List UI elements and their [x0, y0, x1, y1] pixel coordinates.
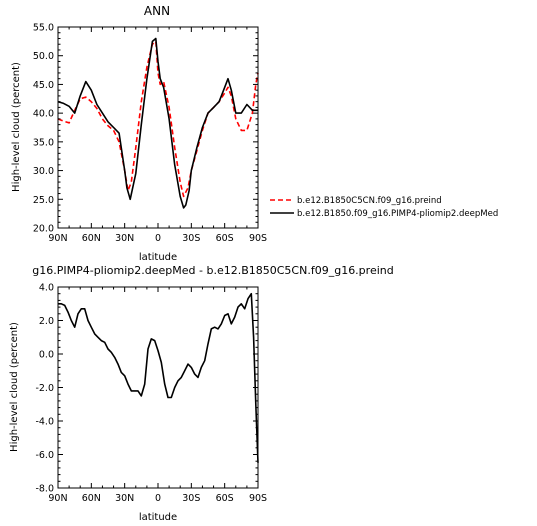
bottom-y-tick-label: -2.0: [35, 383, 54, 394]
bottom-x-tick-label: 30S: [182, 493, 200, 504]
bottom-series-layer: [58, 292, 259, 463]
top-y-tick-label: 35.0: [33, 137, 54, 148]
bottom-series-line-0: [58, 292, 259, 463]
top-y-tick-label: 55.0: [33, 23, 54, 34]
top-ticks-layer: 90N 60N 30N 0 30S 60S 90S 20.0 25.0 30.0 35.0 40.0 4…: [33, 23, 267, 245]
bottom-y-tick-label: -6.0: [35, 450, 54, 461]
top-y-axis-label: High-level cloud (percent): [11, 62, 22, 192]
top-x-tick-label: 30N: [115, 233, 134, 244]
top-series-layer: [57, 37, 259, 209]
bottom-y-tick-label: 2.0: [39, 316, 54, 327]
top-y-tick-label: 25.0: [33, 195, 54, 206]
bottom-x-tick-label: 90N: [48, 493, 67, 504]
top-x-tick-label: 60N: [82, 233, 101, 244]
bottom-x-tick-label: 30N: [115, 493, 134, 504]
bottom-x-tick-label: 60S: [216, 493, 234, 504]
bottom-x-tick-label: 0: [155, 493, 161, 504]
top-y-tick-label: 30.0: [33, 166, 54, 177]
bottom-y-tick-label: 4.0: [39, 283, 54, 294]
top-y-tick-label: 20.0: [33, 224, 54, 235]
bottom-x-axis-label: latitude: [139, 512, 177, 523]
legend: b.e12.B1850C5CN.f09_g16.preind b.e12.B18…: [270, 196, 498, 219]
bottom-y-tick-label: -4.0: [35, 417, 54, 428]
top-x-tick-label: 0: [155, 233, 161, 244]
bottom-title: g16.PIMP4-pliomip2.deepMed - b.e12.B1850…: [32, 264, 393, 277]
top-series-line-0: [57, 40, 259, 198]
top-series-line-1: [57, 37, 258, 209]
bottom-x-tick-label: 90S: [249, 493, 267, 504]
top-x-axis-label: latitude: [139, 252, 177, 263]
bottom-ticks-layer: 90N 60N 30N 0 30S 60S 90S 4.0 2.0 0.0 -2.0 -4.0 -6.0…: [35, 283, 267, 505]
top-x-tick-label: 90N: [48, 233, 67, 244]
top-y-tick-label: 45.0: [33, 80, 54, 91]
top-panel: ANN 90N 60N 30N 0 30S 60S 90S 20.0 25.0 30.0 35.0 4…: [11, 4, 267, 263]
top-x-tick-label: 60S: [216, 233, 234, 244]
legend-label-deepmed: b.e12.B1850.f09_g16.PIMP4-pliomip2.deepM…: [297, 209, 498, 219]
top-x-tick-label: 30S: [182, 233, 200, 244]
top-x-tick-label: 90S: [249, 233, 267, 244]
top-y-tick-label: 40.0: [33, 109, 54, 120]
top-y-tick-label: 50.0: [33, 51, 54, 62]
bottom-x-tick-label: 60N: [82, 493, 101, 504]
top-title: ANN: [144, 4, 170, 18]
bottom-panel: g16.PIMP4-pliomip2.deepMed - b.e12.B1850…: [9, 264, 394, 523]
bottom-y-tick-label: 0.0: [39, 350, 54, 361]
bottom-y-axis-label: High-level cloud (percent): [9, 322, 20, 452]
bottom-plot-frame: [57, 286, 259, 489]
bottom-y-tick-label: -8.0: [35, 484, 54, 495]
legend-label-preind: b.e12.B1850C5CN.f09_g16.preind: [297, 196, 442, 206]
